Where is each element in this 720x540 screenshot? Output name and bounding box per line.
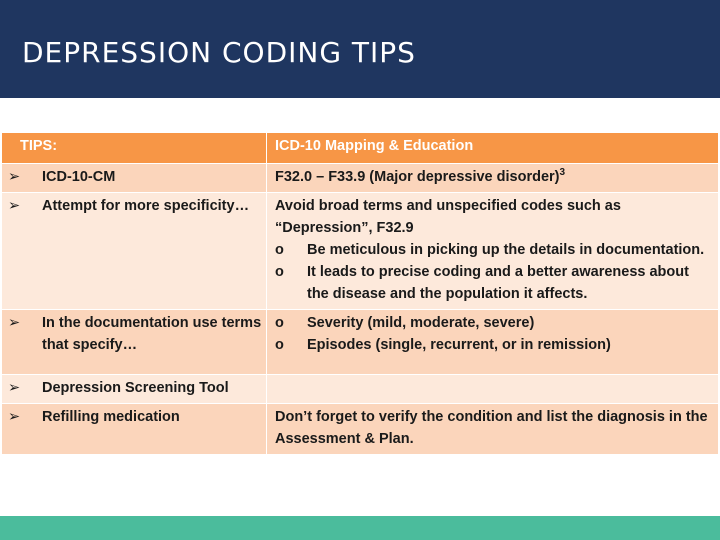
- list-item: o It leads to precise coding and a bette…: [275, 261, 714, 305]
- circle-bullet-icon: o: [275, 315, 284, 331]
- mapping-cell: F32.0 – F33.9 (Major depressive disorder…: [266, 163, 719, 193]
- mapping-cell: [266, 374, 719, 404]
- title-bar: DEPRESSION CODING TIPS: [0, 0, 720, 98]
- mapping-cell: Don’t forget to verify the condition and…: [266, 403, 719, 455]
- footer-bar: [0, 516, 720, 540]
- table-row: ➢ Attempt for more specificity… Avoid br…: [1, 192, 719, 310]
- coding-tips-table: TIPS: ICD-10 Mapping & Education ➢ ICD-1…: [1, 132, 719, 455]
- table-row: ➢ Refilling medication Don’t forget to v…: [1, 403, 719, 455]
- circle-bullet-icon: o: [275, 337, 284, 353]
- tip-text: In the documentation use terms that spec…: [42, 315, 262, 353]
- circle-bullet-icon: o: [275, 264, 284, 280]
- table-row: ➢ In the documentation use terms that sp…: [1, 309, 719, 375]
- column-header-mapping: ICD-10 Mapping & Education: [266, 132, 719, 164]
- tip-text: Attempt for more specificity…: [42, 198, 250, 214]
- arrow-bullet-icon: ➢: [8, 169, 21, 185]
- tips-cell: ➢ In the documentation use terms that sp…: [1, 309, 267, 375]
- list-item: ➢ ICD-10-CM: [8, 166, 262, 188]
- sub-bullet-text: It leads to precise coding and a better …: [307, 264, 689, 302]
- footnote-ref: 3: [559, 167, 566, 179]
- mapping-cell: o Severity (mild, moderate, severe) o Ep…: [266, 309, 719, 375]
- list-item: ➢ Refilling medication: [8, 406, 262, 428]
- circle-bullet-icon: o: [275, 242, 284, 258]
- mapping-text: Avoid broad terms and unspecified codes …: [275, 198, 621, 236]
- page-title: DEPRESSION CODING TIPS: [22, 36, 416, 69]
- list-item: o Be meticulous in picking up the detail…: [275, 239, 714, 261]
- sub-bullet-text: Severity (mild, moderate, severe): [307, 315, 535, 331]
- mapping-cell: Avoid broad terms and unspecified codes …: [266, 192, 719, 310]
- list-item: ➢ In the documentation use terms that sp…: [8, 312, 262, 356]
- mapping-text: F32.0 – F33.9 (Major depressive disorder…: [275, 169, 560, 185]
- list-item: o Severity (mild, moderate, severe): [275, 312, 714, 334]
- table-row: ➢ ICD-10-CM F32.0 – F33.9 (Major depress…: [1, 163, 719, 193]
- arrow-bullet-icon: ➢: [8, 380, 21, 396]
- arrow-bullet-icon: ➢: [8, 315, 21, 331]
- tips-cell: ➢ Attempt for more specificity…: [1, 192, 267, 310]
- tip-text: Depression Screening Tool: [42, 380, 229, 396]
- tip-text: Refilling medication: [42, 409, 180, 425]
- tips-cell: ➢ ICD-10-CM: [1, 163, 267, 193]
- arrow-bullet-icon: ➢: [8, 409, 21, 425]
- table-header-row: TIPS: ICD-10 Mapping & Education: [1, 132, 719, 164]
- arrow-bullet-icon: ➢: [8, 198, 21, 214]
- sub-bullet-text: Be meticulous in picking up the details …: [307, 242, 705, 258]
- list-item: o Episodes (single, recurrent, or in rem…: [275, 334, 714, 356]
- tips-cell: ➢ Depression Screening Tool: [1, 374, 267, 404]
- column-header-tips: TIPS:: [1, 132, 267, 164]
- tips-cell: ➢ Refilling medication: [1, 403, 267, 455]
- table-row: ➢ Depression Screening Tool: [1, 374, 719, 404]
- sub-bullet-text: Episodes (single, recurrent, or in remis…: [307, 337, 611, 353]
- list-item: ➢ Attempt for more specificity…: [8, 195, 262, 217]
- tip-text: ICD-10-CM: [42, 169, 116, 185]
- list-item: ➢ Depression Screening Tool: [8, 377, 262, 399]
